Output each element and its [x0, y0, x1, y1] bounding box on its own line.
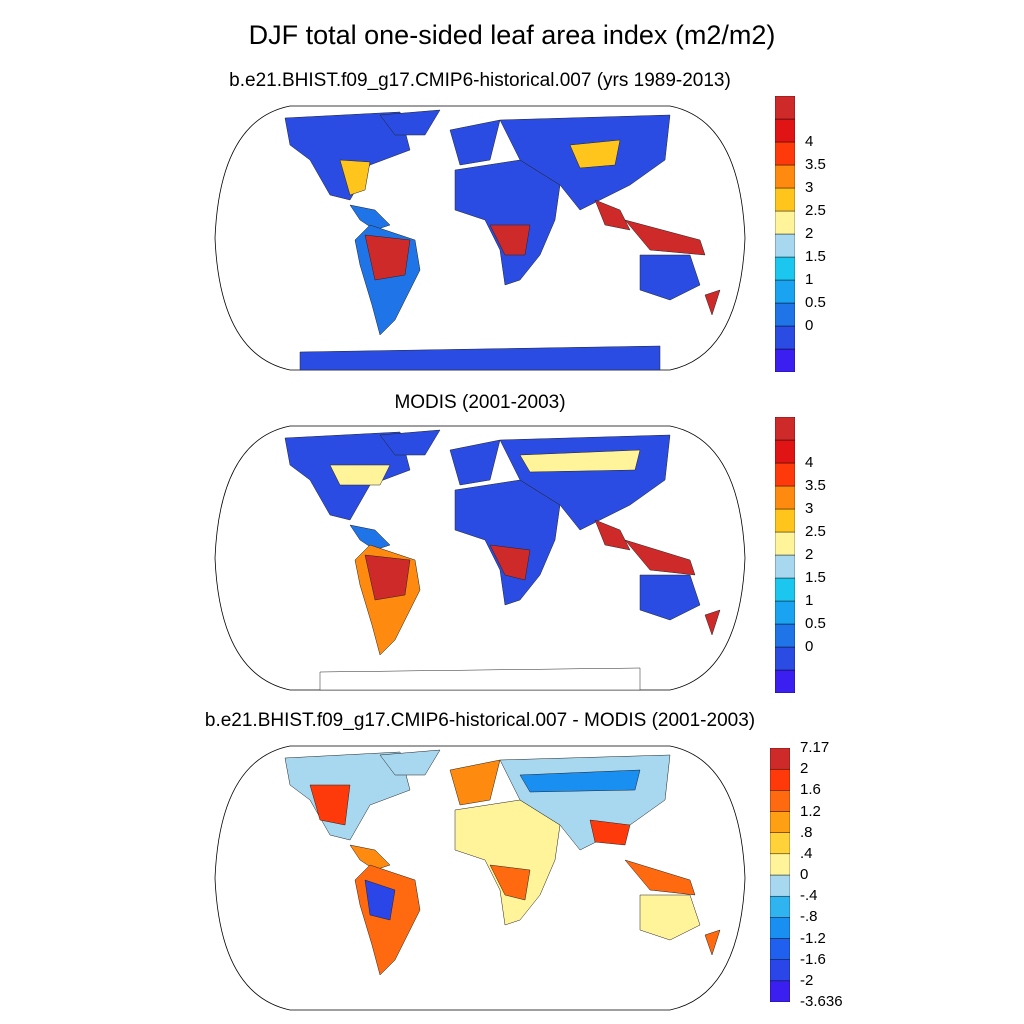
- land-masses: [284, 749, 721, 976]
- colorbar-swatch: [774, 600, 796, 625]
- colorbar-tick-label: 3.5: [805, 477, 826, 494]
- colorbar-swatch: [774, 554, 796, 579]
- colorbar-swatch: [774, 141, 796, 166]
- colorbar-tick-label: 0.5: [805, 615, 826, 632]
- colorbar-tick-label: 0: [800, 866, 809, 883]
- panel-3-title: b.e21.BHIST.f09_g17.CMIP6-historical.007…: [204, 710, 756, 731]
- panel-3-colorbar: [769, 747, 791, 1007]
- colorbar-tick-label: -.4: [800, 887, 818, 905]
- colorbar-tick-label: -3.636: [800, 993, 843, 1010]
- colorbar-swatch: [774, 118, 796, 143]
- panel-2-title: MODIS (2001-2003): [394, 392, 566, 413]
- colorbar-tick-label: 4: [805, 454, 814, 471]
- colorbar-swatch: [774, 325, 796, 350]
- colorbar-tick-label: -2: [800, 971, 814, 989]
- panel-2-map: [214, 425, 746, 691]
- colorbar-tick-label: 4: [805, 133, 814, 150]
- figure-title: DJF total one-sided leaf area index (m2/…: [248, 20, 776, 50]
- colorbar-swatch: [774, 508, 796, 533]
- colorbar-tick-label: 1.2: [800, 802, 821, 820]
- colorbar-tick-label: .4: [800, 844, 813, 862]
- colorbar-swatch: [774, 210, 796, 235]
- colorbar-swatch: [774, 416, 796, 441]
- colorbar-swatch: [769, 790, 791, 812]
- colorbar-tick-label: -1.6: [800, 950, 826, 968]
- panel-2-colorbar: [774, 416, 796, 698]
- colorbar-tick-label: 7.17: [800, 739, 830, 756]
- colorbar-tick-label: 1.5: [805, 248, 826, 265]
- colorbar-swatch: [769, 747, 791, 770]
- colorbar-swatch: [774, 164, 796, 189]
- land-masses: [284, 109, 721, 371]
- colorbar-tick-label: 2.5: [805, 523, 826, 540]
- colorbar-swatch: [769, 938, 791, 960]
- colorbar-tick-label: 2: [800, 760, 809, 778]
- colorbar-tick-label: 2.5: [805, 202, 826, 219]
- colorbar-swatch: [774, 256, 796, 281]
- colorbar-swatch: [774, 439, 796, 464]
- colorbar-swatch: [774, 623, 796, 648]
- colorbar-swatch: [774, 348, 796, 373]
- colorbar-swatch: [769, 853, 791, 876]
- colorbar-tick-label: 2: [805, 546, 814, 563]
- colorbar-swatches: [769, 747, 791, 1003]
- colorbar-tick-label: 1: [805, 592, 814, 609]
- colorbar-tick-label: 0: [805, 638, 814, 655]
- colorbar-tick-label: 1: [805, 271, 814, 288]
- colorbar-swatch: [774, 95, 796, 120]
- colorbar-tick-label: 3: [805, 500, 814, 517]
- colorbar-tick-label: -.8: [800, 908, 818, 926]
- colorbar-tick-label: 1.5: [805, 569, 826, 586]
- colorbar-tick-label: 1.6: [800, 781, 821, 799]
- colorbar-swatch: [769, 980, 791, 1003]
- colorbar-swatch: [769, 959, 791, 982]
- colorbar-swatch: [769, 832, 791, 855]
- colorbar-swatch: [774, 646, 796, 671]
- colorbar-swatches: [774, 95, 796, 373]
- colorbar-swatch: [774, 577, 796, 602]
- colorbar-tick-label: 0.5: [805, 294, 826, 311]
- colorbar-tick-label: 3: [805, 179, 814, 196]
- colorbar-swatch: [774, 669, 796, 694]
- colorbar-swatch: [774, 485, 796, 510]
- colorbar-swatch: [769, 811, 791, 833]
- colorbar-swatch: [774, 187, 796, 212]
- colorbar-swatch: [769, 768, 791, 791]
- panel-1-title: b.e21.BHIST.f09_g17.CMIP6-historical.007…: [229, 70, 731, 91]
- colorbar-tick-label: 3.5: [805, 156, 826, 173]
- colorbar-tick-label: .8: [800, 823, 813, 841]
- panel-1-map: [214, 105, 746, 371]
- panel-3-map: [214, 745, 746, 1011]
- panel-1-colorbar: [774, 95, 796, 377]
- colorbar-swatch: [769, 917, 791, 939]
- colorbar-tick-label: 2: [805, 225, 814, 242]
- colorbar-tick-label: 0: [805, 317, 814, 334]
- colorbar-swatch: [774, 233, 796, 258]
- colorbar-swatch: [774, 302, 796, 327]
- colorbar-swatch: [769, 874, 791, 897]
- colorbar-swatch: [769, 895, 791, 918]
- colorbar-tick-label: -1.2: [800, 929, 826, 947]
- colorbar-swatch: [774, 462, 796, 487]
- land-masses: [284, 429, 721, 691]
- colorbar-swatch: [774, 531, 796, 556]
- colorbar-swatches: [774, 416, 796, 694]
- colorbar-swatch: [774, 279, 796, 304]
